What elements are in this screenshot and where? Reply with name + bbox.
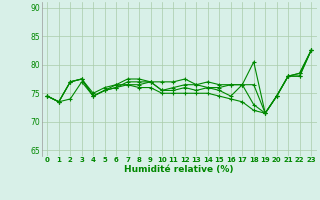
X-axis label: Humidité relative (%): Humidité relative (%) xyxy=(124,165,234,174)
